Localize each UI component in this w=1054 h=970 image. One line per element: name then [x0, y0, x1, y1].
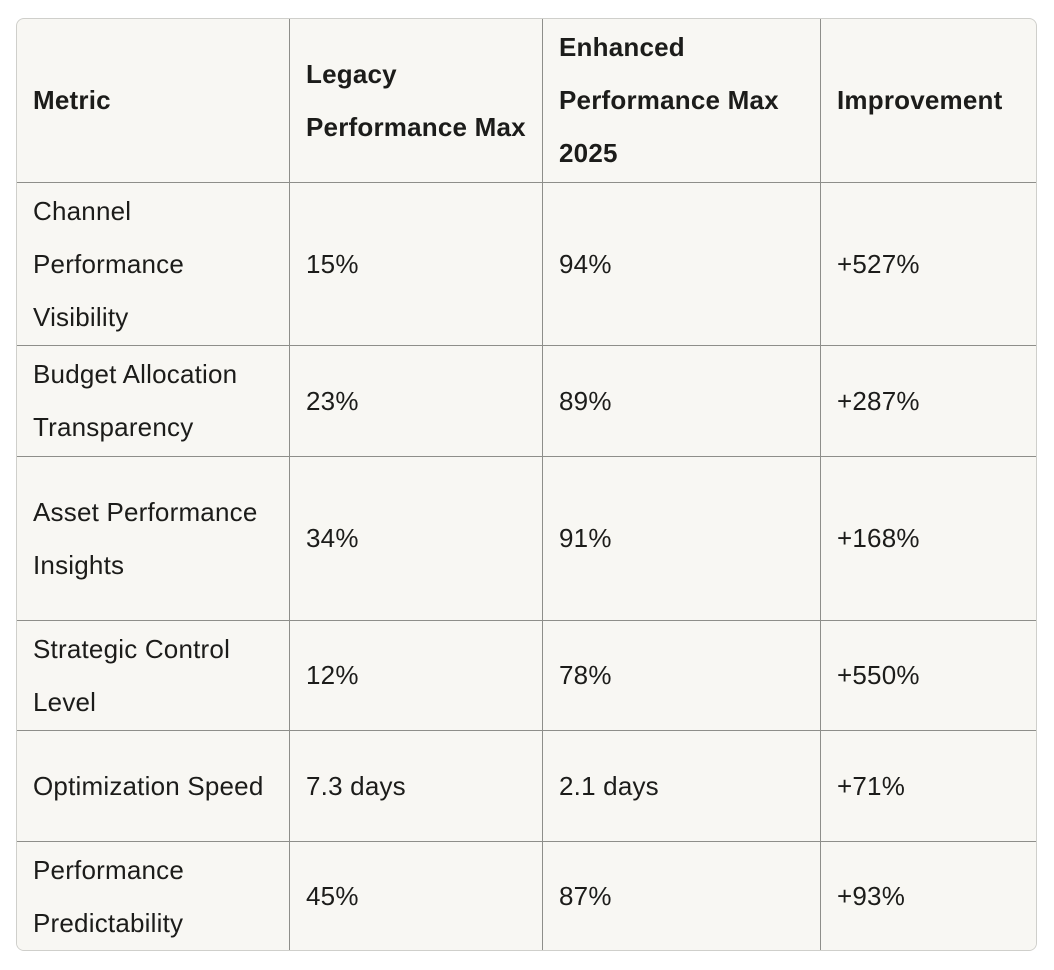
table-row: Channel Performance Visibility 15% 94% +… — [17, 182, 1036, 346]
header-metric: Metric — [17, 19, 290, 183]
table-row: Strategic Control Level 12% 78% +550% — [17, 620, 1036, 731]
table-row: Performance Predictability 45% 87% +93% — [17, 841, 1036, 950]
cell-enhanced: 87% — [542, 841, 821, 950]
header-improvement: Improvement — [820, 19, 1036, 183]
cell-legacy: 7.3 days — [289, 730, 543, 842]
comparison-table-container: Metric Legacy Performance Max Enhanced P… — [16, 18, 1037, 951]
cell-enhanced: 78% — [542, 620, 821, 731]
cell-legacy: 23% — [289, 345, 543, 457]
cell-metric: Channel Performance Visibility — [17, 182, 290, 346]
cell-legacy: 34% — [289, 456, 543, 621]
cell-improvement: +287% — [820, 345, 1036, 457]
table-row: Budget Allocation Transparency 23% 89% +… — [17, 345, 1036, 457]
table-row: Asset Performance Insights 34% 91% +168% — [17, 456, 1036, 621]
cell-improvement: +527% — [820, 182, 1036, 346]
cell-improvement: +93% — [820, 841, 1036, 950]
cell-improvement: +168% — [820, 456, 1036, 621]
cell-legacy: 15% — [289, 182, 543, 346]
cell-enhanced: 2.1 days — [542, 730, 821, 842]
cell-improvement: +71% — [820, 730, 1036, 842]
cell-legacy: 45% — [289, 841, 543, 950]
header-enhanced: Enhanced Performance Max 2025 — [542, 19, 821, 183]
cell-enhanced: 91% — [542, 456, 821, 621]
comparison-table: Metric Legacy Performance Max Enhanced P… — [17, 19, 1036, 950]
header-row: Metric Legacy Performance Max Enhanced P… — [17, 19, 1036, 183]
cell-metric: Asset Performance Insights — [17, 456, 290, 621]
table-header: Metric Legacy Performance Max Enhanced P… — [17, 19, 1036, 183]
cell-metric: Strategic Control Level — [17, 620, 290, 731]
header-legacy: Legacy Performance Max — [289, 19, 543, 183]
table-body: Channel Performance Visibility 15% 94% +… — [17, 182, 1036, 950]
cell-enhanced: 94% — [542, 182, 821, 346]
cell-improvement: +550% — [820, 620, 1036, 731]
cell-legacy: 12% — [289, 620, 543, 731]
cell-metric: Optimization Speed — [17, 730, 290, 842]
cell-metric: Budget Allocation Transparency — [17, 345, 290, 457]
cell-enhanced: 89% — [542, 345, 821, 457]
cell-metric: Performance Predictability — [17, 841, 290, 950]
table-row: Optimization Speed 7.3 days 2.1 days +71… — [17, 730, 1036, 842]
